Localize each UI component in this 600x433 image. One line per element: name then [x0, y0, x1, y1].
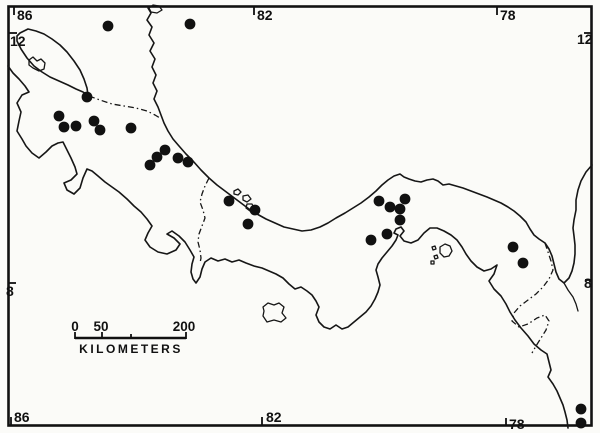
scale-number-200: 200	[173, 319, 196, 334]
locality-dot-3	[53, 110, 65, 122]
coastline-uraba-river-tail	[563, 282, 579, 312]
locality-dot-15	[249, 204, 261, 216]
graticule-label-lon-86-top: 86	[17, 7, 33, 23]
locality-dot-10	[151, 151, 163, 163]
graticule-label-lon-82-bottom: 82	[266, 409, 282, 425]
pearl-island-small-1	[431, 245, 437, 251]
locality-dot-24	[507, 241, 519, 253]
locality-dot-25	[517, 257, 529, 269]
pearl-island-small-2	[433, 254, 439, 260]
locality-dot-9	[144, 159, 156, 171]
locality-dot-5	[70, 120, 82, 132]
locality-dot-23	[365, 234, 377, 246]
graticule-label-lon-78-top: 78	[500, 7, 516, 23]
scale-number-50: 50	[93, 319, 108, 334]
graticule-label-lat-12-left: 12	[10, 33, 26, 49]
graticule-label-lon-78-bottom: 78	[509, 416, 525, 432]
graticule-label-lat-8-right: 8	[584, 275, 592, 291]
locality-dot-19	[399, 193, 411, 205]
locality-dot-26	[575, 403, 587, 415]
locality-dot-8	[125, 122, 137, 134]
pearl-island-main	[439, 243, 453, 258]
lake-nicaragua	[16, 28, 89, 96]
graticule-label-lon-82-top: 82	[257, 7, 273, 23]
coastline-pacific-isthmus	[7, 65, 569, 429]
locality-dot-27	[575, 417, 587, 429]
locality-dot-2	[81, 91, 93, 103]
locality-dot-6	[88, 115, 100, 127]
pearl-island-small-3	[430, 260, 435, 265]
locality-dot-13	[182, 156, 194, 168]
locality-dot-21	[394, 214, 406, 226]
bocas-island-2	[242, 194, 252, 203]
coastline-caribbean	[146, 7, 593, 284]
graticule-label-lat-8-left: 8	[6, 283, 14, 299]
border-costarica-panama	[197, 177, 210, 264]
scale-number-0: 0	[71, 319, 79, 334]
coastal-lagoon-nicaragua	[148, 4, 163, 14]
locality-dot-1	[184, 18, 196, 30]
locality-dot-7	[94, 124, 106, 136]
locality-dot-0	[102, 20, 114, 32]
locality-dot-18	[384, 201, 396, 213]
locality-dot-4	[58, 121, 70, 133]
map-frame	[7, 5, 593, 427]
border-panama-colombia	[511, 242, 554, 354]
locality-dot-16	[242, 218, 254, 230]
coiba-island	[262, 302, 287, 323]
locality-dot-12	[172, 152, 184, 164]
border-nicaragua-costarica	[88, 95, 161, 119]
locality-dot-17	[373, 195, 385, 207]
ometepe-island	[28, 56, 46, 72]
graticule-label-lon-86-bottom: 86	[14, 409, 30, 425]
graticule-label-lat-12-right: 12	[577, 31, 593, 47]
locality-dot-22	[381, 228, 393, 240]
locality-dot-11	[159, 144, 171, 156]
locality-dot-20	[394, 203, 406, 215]
bocas-island-1	[233, 188, 242, 196]
locality-dot-14	[223, 195, 235, 207]
scale-unit-label: KILOMETERS	[79, 342, 183, 356]
